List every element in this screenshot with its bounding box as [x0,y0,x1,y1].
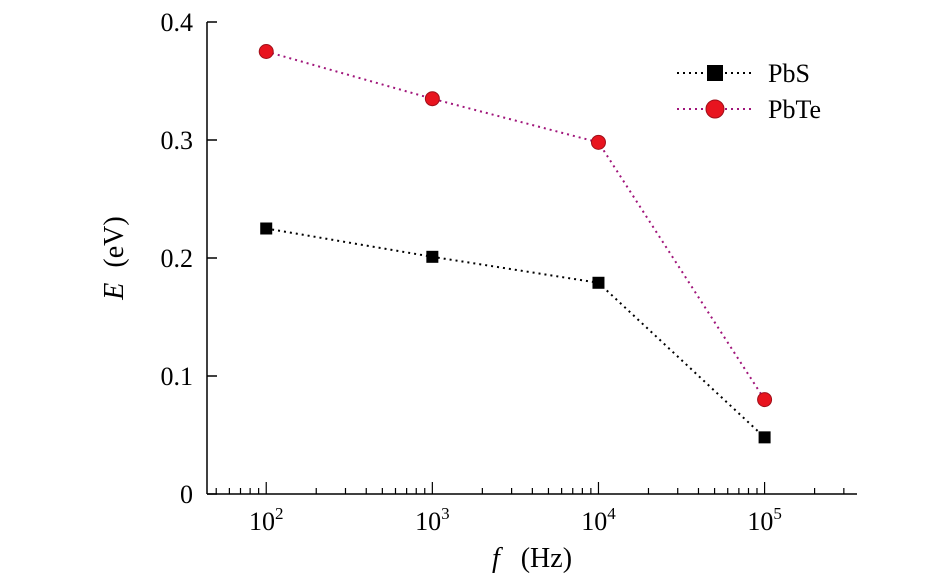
x-tick-base: 10 [747,507,773,536]
x-tick-label: 105 [747,504,782,536]
x-tick-base: 10 [249,507,275,536]
x-tick-exponent: 2 [275,504,284,523]
y-ticks: 0 0.1 0.2 0.3 0.4 [161,8,217,509]
legend-item-pbte: PbTe [677,95,821,124]
y-tick-label: 0.1 [161,362,194,391]
x-tick-base: 10 [415,507,441,536]
y-tick-label: 0.4 [161,8,194,37]
x-tick-exponent: 3 [441,504,450,523]
data-point [426,250,439,263]
y-tick-label: 0 [180,480,193,509]
y-axis-label: E (eV) [99,216,130,300]
series-line [265,50,766,401]
x-tick-exponent: 4 [607,504,616,523]
plot-frame [206,22,857,495]
data-point [258,44,274,59]
y-axis-unit: (eV) [99,216,130,267]
y-tick-label: 0.2 [161,244,194,273]
x-tick-label: 103 [415,504,450,536]
x-tick-exponent: 5 [773,504,782,523]
series-pbte [258,44,773,408]
legend-label: PbTe [768,95,821,124]
y-tick-label: 0.3 [161,126,194,155]
legend-marker [707,65,723,81]
data-point [590,134,606,150]
x-tick-label: 104 [581,504,616,536]
x-axis-symbol: f [492,543,503,574]
legend-item-pbs: PbS [677,59,810,88]
x-ticks: 102 103 104 105 [215,482,845,536]
legend-label: PbS [768,59,810,88]
series-layer [258,44,773,444]
legend: PbS PbTe [677,59,821,124]
x-axis-unit: (Hz) [521,543,572,574]
data-point [758,431,771,444]
data-point [592,276,605,289]
series-line [266,227,766,439]
data-point [260,222,273,235]
y-axis-symbol: E [99,283,130,301]
series-pbs [260,222,771,444]
x-tick-label: 102 [249,504,284,536]
data-point [757,392,773,408]
data-point [424,91,440,107]
x-axis-label: f (Hz) [492,543,572,574]
legend-marker [705,99,725,119]
x-tick-base: 10 [581,507,607,536]
